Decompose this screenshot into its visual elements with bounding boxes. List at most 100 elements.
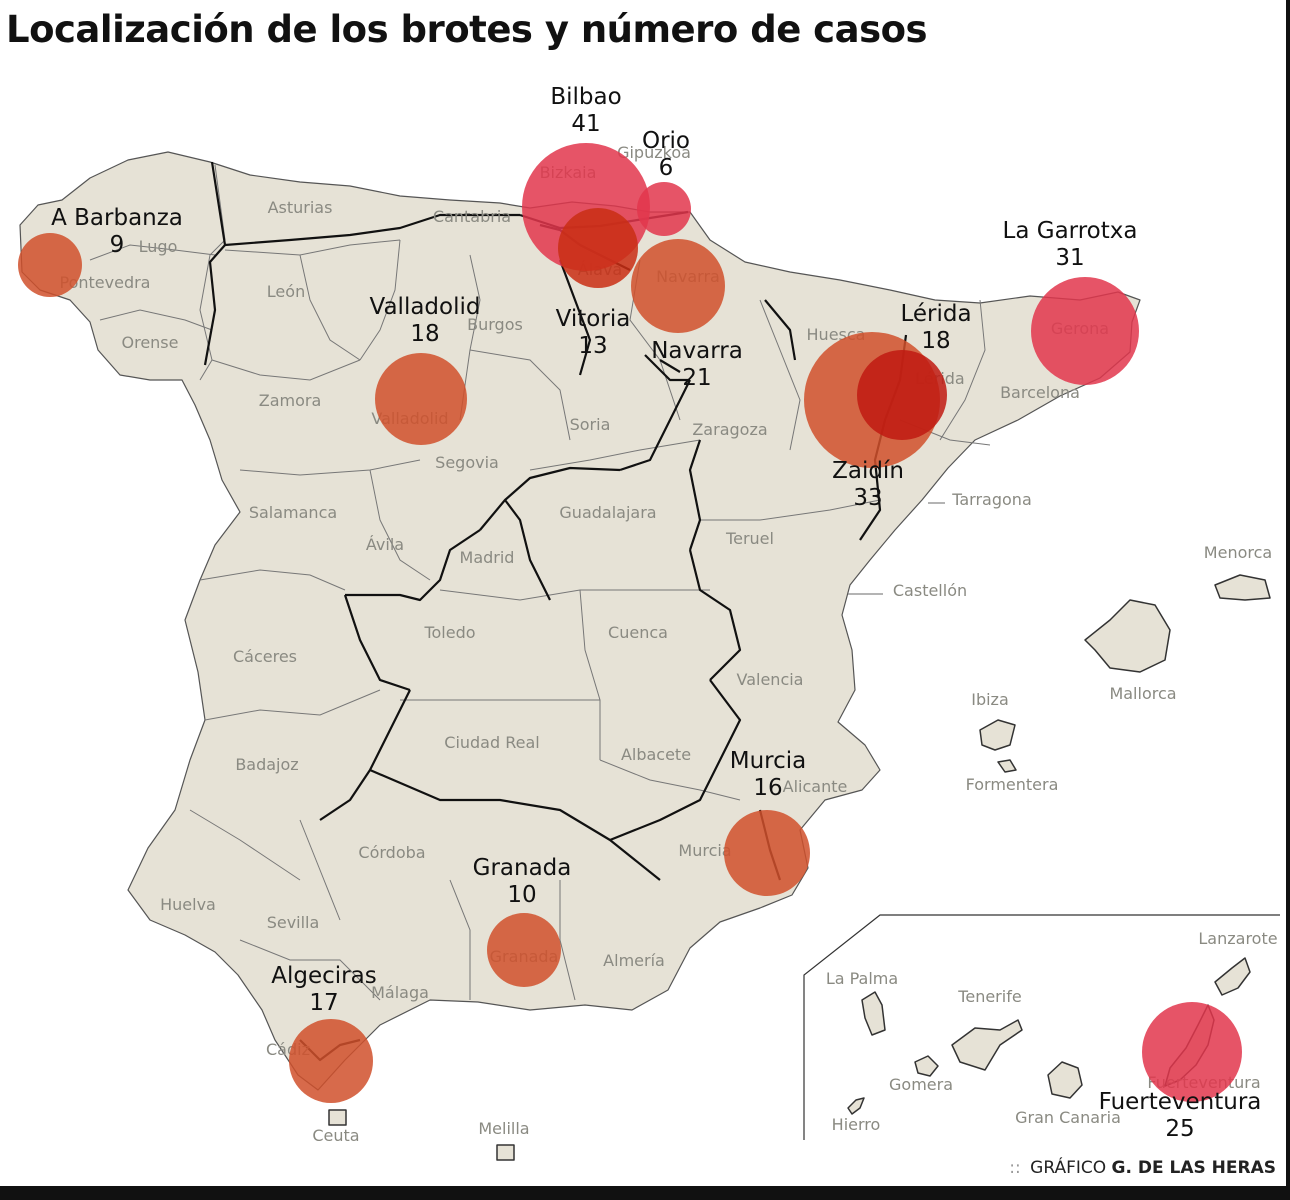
province-label-menorca: Menorca (1204, 543, 1272, 562)
province-label-valencia: Valencia (737, 670, 804, 689)
province-label-gipuzkoa: Gipuzkoa (617, 143, 691, 162)
province-label-burgos: Burgos (467, 315, 523, 334)
outbreak-bubble-algeciras (289, 1019, 373, 1103)
outbreak-count-bilbao: 41 (571, 111, 600, 137)
outbreak-count-algeciras: 17 (309, 990, 338, 1016)
outbreak-bubble-lerida (857, 350, 947, 440)
province-label-zamora: Zamora (259, 391, 322, 410)
province-label-pontevedra: Pontevedra (60, 273, 151, 292)
province-label-melilla: Melilla (478, 1119, 529, 1138)
province-label-leon: León (267, 282, 305, 301)
province-label-malaga: Málaga (371, 983, 429, 1002)
outbreak-bubble-granada (487, 913, 561, 987)
province-label-almeria: Almería (603, 951, 665, 970)
outbreak-name-valladolid: Valladolid (370, 294, 481, 320)
province-label-orense: Orense (122, 333, 179, 352)
province-label-asturias: Asturias (268, 198, 333, 217)
outbreak-name-vitoria: Vitoria (556, 306, 631, 332)
mallorca-island (1084, 599, 1171, 673)
province-label-ciudad-real: Ciudad Real (444, 733, 539, 752)
province-label-gomera: Gomera (889, 1075, 953, 1094)
province-label-gran-canaria: Gran Canaria (1015, 1108, 1121, 1127)
ibiza-island (979, 719, 1016, 751)
outbreak-name-la-garrotxa: La Garrotxa (1003, 218, 1138, 244)
outbreak-bubble-la-garrotxa (1031, 277, 1139, 385)
province-label-cuenca: Cuenca (608, 623, 668, 642)
province-label-soria: Soria (570, 415, 611, 434)
province-label-avila: Ávila (366, 535, 404, 554)
province-label-toledo: Toledo (423, 623, 475, 642)
outbreak-name-a-barbanza: A Barbanza (51, 205, 183, 231)
outbreak-count-valladolid: 18 (410, 321, 439, 347)
province-label-caceres: Cáceres (233, 647, 297, 666)
province-label-castellon: Castellón (893, 581, 967, 600)
province-label-badajoz: Badajoz (235, 755, 298, 774)
outbreak-name-bilbao: Bilbao (550, 84, 621, 110)
province-label-salamanca: Salamanca (249, 503, 337, 522)
melilla-square (496, 1144, 515, 1161)
page-title: Localización de los brotes y número de c… (6, 8, 928, 51)
outbreak-count-a-barbanza: 9 (110, 232, 125, 258)
right-edge-rule (1286, 0, 1290, 1200)
outbreak-count-vitoria: 13 (578, 333, 607, 359)
province-label-lugo: Lugo (139, 237, 178, 256)
province-label-ceuta: Ceuta (312, 1126, 359, 1145)
formentera-island (997, 759, 1017, 773)
province-label-mallorca: Mallorca (1109, 684, 1176, 703)
outbreak-bubble-murcia (724, 810, 810, 896)
outbreak-count-murcia: 16 (753, 775, 782, 801)
outbreak-count-zaidin: 33 (853, 485, 882, 511)
outbreak-bubble-orio (637, 182, 691, 236)
outbreak-name-fuerteventura: Fuerteventura (1099, 1089, 1262, 1115)
peninsula-landmass (19, 151, 1141, 1091)
canary-inset-frame (803, 914, 1280, 1140)
outbreak-name-granada: Granada (473, 855, 572, 881)
province-label-cordoba: Córdoba (358, 843, 425, 862)
outbreak-name-navarra: Navarra (651, 338, 743, 364)
hierro-island (847, 1097, 865, 1115)
outbreak-name-zaidin: Zaidín (832, 458, 904, 484)
outbreak-count-la-garrotxa: 31 (1055, 245, 1084, 271)
province-label-albacete: Albacete (621, 745, 691, 764)
outbreak-bubble-a-barbanza (18, 233, 82, 297)
outbreak-count-granada: 10 (507, 882, 536, 908)
province-label-huelva: Huelva (160, 895, 216, 914)
province-label-murcia: Murcia (678, 841, 731, 860)
province-label-ibiza: Ibiza (971, 690, 1009, 709)
province-label-barcelona: Barcelona (1000, 383, 1080, 402)
province-label-tenerife: Tenerife (957, 987, 1021, 1006)
outbreak-bubble-navarra (631, 239, 725, 333)
province-label-hierro: Hierro (832, 1115, 881, 1134)
province-label-cantabria: Cantabria (433, 207, 511, 226)
province-label-guadalajara: Guadalajara (559, 503, 656, 522)
outbreak-name-algeciras: Algeciras (271, 963, 376, 989)
lanzarote-island (1214, 957, 1251, 996)
outbreak-count-orio: 6 (659, 155, 674, 181)
province-label-madrid: Madrid (460, 548, 515, 567)
outbreak-count-lerida: 18 (921, 328, 950, 354)
outbreak-bubble-fuerteventura (1142, 1002, 1242, 1102)
outbreak-bubble-vitoria (558, 208, 638, 288)
gomera-island (914, 1055, 939, 1077)
outbreak-count-navarra: 21 (682, 365, 711, 391)
tenerife-island (951, 1019, 1023, 1071)
province-label-alicante: Alicante (783, 777, 848, 796)
province-label-lanzarote: Lanzarote (1198, 929, 1277, 948)
province-label-formentera: Formentera (966, 775, 1059, 794)
province-boundaries (89, 164, 991, 1001)
outbreak-count-fuerteventura: 25 (1165, 1116, 1194, 1142)
province-label-teruel: Teruel (725, 529, 774, 548)
province-label-segovia: Segovia (435, 453, 499, 472)
outbreak-bubble-valladolid (375, 353, 467, 445)
gran-canaria-island (1047, 1061, 1083, 1099)
credit-author: G. DE LAS HERAS (1111, 1158, 1276, 1178)
province-label-sevilla: Sevilla (267, 913, 320, 932)
menorca-island (1214, 574, 1271, 601)
outbreak-name-murcia: Murcia (730, 748, 807, 774)
outbreak-name-orio: Orio (642, 128, 690, 154)
outbreak-name-lerida: Lérida (900, 301, 971, 327)
la-palma-island (861, 991, 886, 1036)
bottom-bar (0, 1186, 1290, 1200)
